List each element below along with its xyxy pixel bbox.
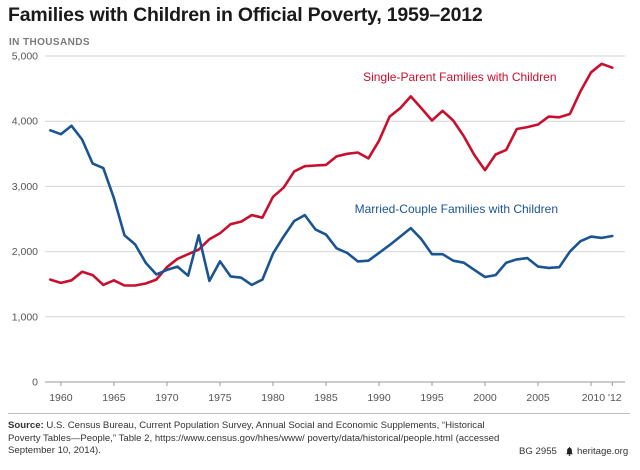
series-annotations: Single-Parent Families with Children Marr… bbox=[355, 70, 558, 216]
x-tick-label: 1990 bbox=[367, 392, 391, 404]
gridlines bbox=[45, 55, 625, 318]
x-tick-label: 2005 bbox=[526, 392, 550, 404]
married-couple-series-line bbox=[48, 124, 614, 287]
line-chart: 0 1,000 2,000 3,000 4,000 5,000 1960 1965 1970 19… bbox=[12, 51, 625, 404]
report-number: BG 2955 bbox=[519, 446, 557, 457]
y-tick-label: 0 bbox=[32, 377, 38, 389]
axes: 0 1,000 2,000 3,000 4,000 5,000 1960 1965 1970 19… bbox=[12, 51, 625, 404]
source-text: U.S. Census Bureau, Current Population S… bbox=[8, 420, 500, 456]
y-tick-label: 3,000 bbox=[12, 181, 38, 193]
y-tick-label: 2,000 bbox=[12, 246, 38, 258]
x-tick-label: 1960 bbox=[49, 392, 73, 404]
x-tick-label: 2010 '12 bbox=[582, 392, 622, 404]
footer-divider bbox=[8, 413, 630, 414]
y-tick-label: 1,000 bbox=[12, 311, 38, 323]
y-tick-label: 5,000 bbox=[12, 51, 38, 63]
single-parent-series-line bbox=[48, 62, 614, 287]
x-tick-label: 1995 bbox=[420, 392, 444, 404]
married-couple-annotation: Married-Couple Families with Children bbox=[355, 202, 558, 216]
liberty-bell-icon bbox=[566, 447, 573, 456]
site-link[interactable]: heritage.org bbox=[577, 446, 629, 457]
source-note: Source: U.S. Census Bureau, Current Popu… bbox=[8, 420, 508, 458]
y-axis-unit-label: IN THOUSANDS bbox=[9, 37, 90, 48]
series-lines bbox=[48, 62, 614, 287]
single-parent-annotation: Single-Parent Families with Children bbox=[363, 70, 556, 84]
x-tick-label: 1965 bbox=[102, 392, 126, 404]
x-tick-label: 1970 bbox=[155, 392, 179, 404]
y-tick-label: 4,000 bbox=[12, 116, 38, 128]
x-tick-label: 2000 bbox=[473, 392, 497, 404]
x-tick-label: 1985 bbox=[314, 392, 338, 404]
x-tick-label: 1975 bbox=[208, 392, 232, 404]
x-tick-label: 1980 bbox=[261, 392, 285, 404]
site-credit: heritage.org bbox=[565, 446, 628, 457]
chart-title: Families with Children in Official Pover… bbox=[8, 4, 483, 26]
source-label: Source: bbox=[8, 420, 44, 431]
